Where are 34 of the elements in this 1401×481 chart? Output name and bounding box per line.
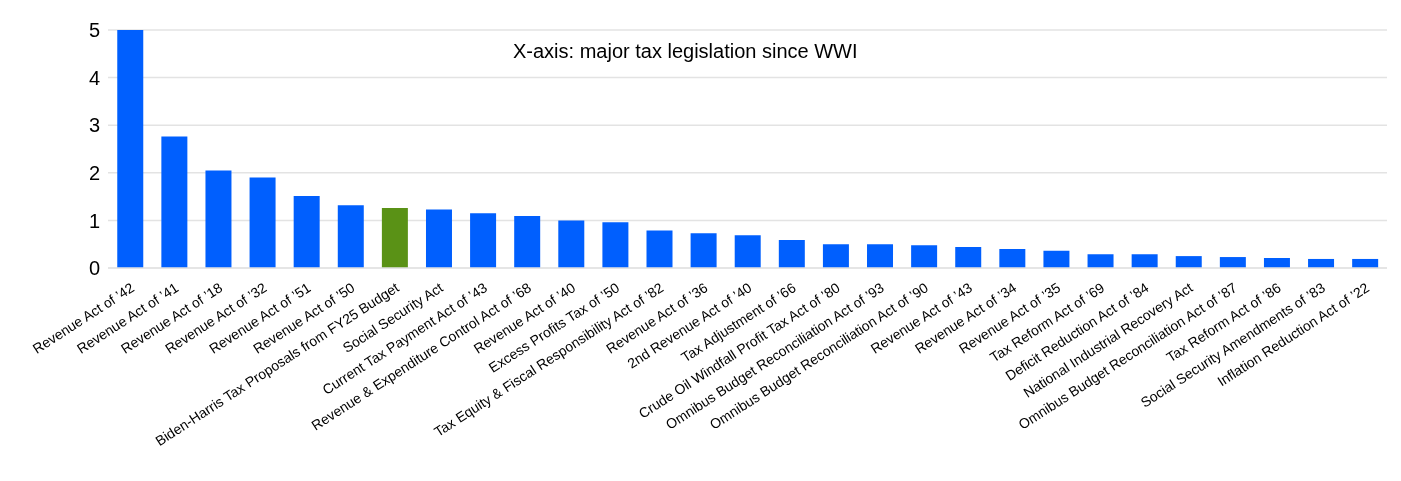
bar <box>558 220 585 268</box>
bar <box>1043 250 1070 268</box>
bar <box>1175 256 1202 268</box>
bar <box>955 247 982 268</box>
bar <box>1087 254 1114 268</box>
bar <box>514 216 541 268</box>
annotation: X-axis: major tax legislation since WWI <box>513 40 858 63</box>
y-tick-label: 5 <box>88 19 100 42</box>
y-tick-label: 3 <box>88 114 100 137</box>
bar <box>205 170 232 268</box>
bar <box>117 30 144 268</box>
bar <box>690 233 717 268</box>
bar <box>646 230 673 268</box>
bar <box>734 235 761 268</box>
y-tick-label: 1 <box>88 209 100 232</box>
bar <box>1131 254 1158 268</box>
bar <box>911 245 938 268</box>
bar <box>381 208 408 268</box>
bar <box>822 244 849 268</box>
bar <box>1219 257 1246 268</box>
bar <box>1263 258 1290 268</box>
bar <box>602 222 629 268</box>
bar <box>778 239 805 268</box>
bar <box>161 136 188 268</box>
bar <box>337 205 364 268</box>
bar <box>249 177 276 268</box>
y-tick-label: 4 <box>88 66 100 89</box>
y-tick-label: 0 <box>88 257 100 280</box>
bar <box>999 248 1026 268</box>
bar <box>867 244 894 268</box>
bar <box>470 213 497 268</box>
bar <box>425 209 452 268</box>
bar <box>293 196 320 268</box>
y-tick-label: 2 <box>88 161 100 184</box>
